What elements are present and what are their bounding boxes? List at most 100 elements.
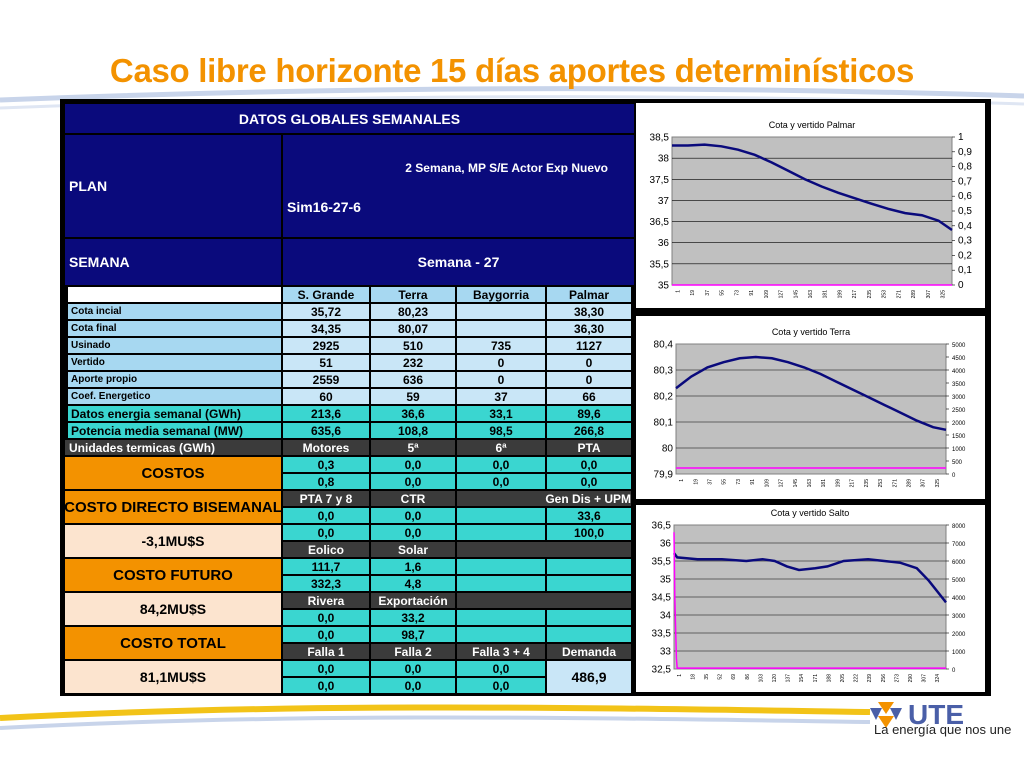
x-tick-label: 289 [906,479,912,488]
chart-2: Cota y vertido Salto 36,5 36 35,5 35 34,5 34 33… [636,505,985,692]
x-tick-label: 271 [892,479,898,488]
x-tick-label: 37 [708,479,714,485]
g5-header: Falla 1 [283,644,369,659]
g3-header-blank [457,542,631,557]
g3-cell: 4,8 [371,576,455,591]
y2-tick-label: 4000 [952,369,966,375]
y2-tick-label: 8000 [952,524,966,530]
y2-tick-label: 3500 [952,382,966,388]
g3-blank [457,576,545,591]
g4-blank [457,627,545,642]
y-tick-label: 37 [658,196,670,207]
table-cell [457,304,545,319]
row-label: Cota final [68,321,281,336]
x-tick-label: 109 [764,290,770,299]
x-tick-label: 181 [823,290,829,299]
costos-label: COSTOS [65,457,281,489]
table-cell: 80,23 [371,304,455,319]
x-tick-label: 52 [718,674,724,680]
thermal-cell: 0,0 [457,474,545,489]
table-cell: 0 [547,355,631,370]
energia-row-label: Datos energia semanal (GWh) [68,406,281,421]
x-tick-label: 86 [745,674,751,680]
series-line [672,552,947,604]
g3-cell: 332,3 [283,576,369,591]
y2-tick-label: 0,4 [958,221,972,232]
x-tick-label: 91 [750,479,756,485]
table-cell: 33,1 [457,406,545,421]
x-tick-label: 222 [854,674,860,683]
table-cell: 232 [371,355,455,370]
svg-text:UTE: UTE [908,699,964,730]
y2-tick-label: 4500 [952,356,966,362]
y-tick-label: 79,9 [654,470,674,481]
y2-tick-label: 0 [952,473,956,479]
y-tick-label: 35 [658,281,670,292]
costo-total-label: COSTO TOTAL [65,627,281,659]
x-tick-label: 325 [941,290,947,299]
y-tick-label: 33 [660,647,672,658]
y-tick-label: 36,5 [650,217,670,228]
x-tick-label: 253 [882,290,888,299]
termicas-header: Motores [283,440,369,455]
table-cell: 0 [547,372,631,387]
y2-tick-label: 0,9 [958,147,972,158]
costo-futuro-value: 84,2MU$S [65,593,281,625]
potencia-row-label: Potencia media semanal (MW) [68,423,281,438]
g5-cell: 0,0 [457,661,545,676]
thermal-cell: 0,0 [457,457,545,472]
g4-blank [547,627,631,642]
y2-tick-label: 3000 [952,395,966,401]
slide-title: Caso libre horizonte 15 días aportes det… [109,52,915,89]
y-tick-label: 80,2 [654,392,674,403]
col-header: Baygorria [457,287,545,302]
y2-tick-label: 2000 [952,421,966,427]
y-tick-label: 35,5 [650,259,670,270]
table-cell: 0 [457,355,545,370]
g4-blank [457,610,545,625]
thermal-cell: 0,0 [371,457,455,472]
x-tick-label: 253 [878,479,884,488]
y2-tick-label: 5000 [952,578,966,584]
plan-description: 2 Semana, MP S/E Actor Exp Nuevo [405,161,608,175]
x-tick-label: 1 [679,479,685,482]
thermal-cell: 0,0 [547,474,631,489]
x-tick-label: 188 [826,674,832,683]
x-tick-label: 103 [758,674,764,683]
slogan: La energía que nos une [874,722,1012,737]
y2-tick-label: 0,5 [958,206,972,217]
x-tick-label: 235 [864,479,870,488]
row-label: Cota incial [68,304,281,319]
y-tick-label: 80,1 [654,418,674,429]
x-tick-label: 163 [808,290,814,299]
g2-cell: 0,0 [371,508,455,523]
table-cell: 36,30 [547,321,631,336]
y-tick-label: 32,5 [652,665,672,676]
g5-cell: 0,0 [371,678,455,693]
chart-1: Cota y vertido Terra 80,4 80,3 80,2 80,1 80 79… [636,316,985,499]
termicas-header: 6ª [457,440,545,455]
g4-header: Exportación [371,593,455,608]
chart-title: Cota y vertido Terra [772,327,850,337]
table-cell: 89,6 [547,406,631,421]
y2-tick-label: 1000 [952,447,966,453]
row-label: Usinado [68,338,281,353]
y2-tick-label: 0,8 [958,162,972,173]
costo-directo-value: -3,1MU$S [65,525,281,557]
y-tick-label: 38 [658,154,670,165]
y2-tick-label: 6000 [952,560,966,566]
x-tick-label: 199 [837,290,843,299]
x-tick-label: 217 [850,479,856,488]
header-blank [68,287,281,302]
x-tick-label: 145 [793,290,799,299]
table-cell: 635,6 [283,423,369,438]
g3-header: Eolico [283,542,369,557]
g2-header: Gen Dis + UPM [457,491,631,506]
g3-blank [457,559,545,574]
table-cell [457,321,545,336]
x-tick-label: 73 [736,479,742,485]
g4-blank [547,610,631,625]
y2-tick-label: 5000 [952,343,966,349]
y-tick-label: 80,4 [654,340,674,351]
ute-logo-icon: UTE [870,699,964,730]
